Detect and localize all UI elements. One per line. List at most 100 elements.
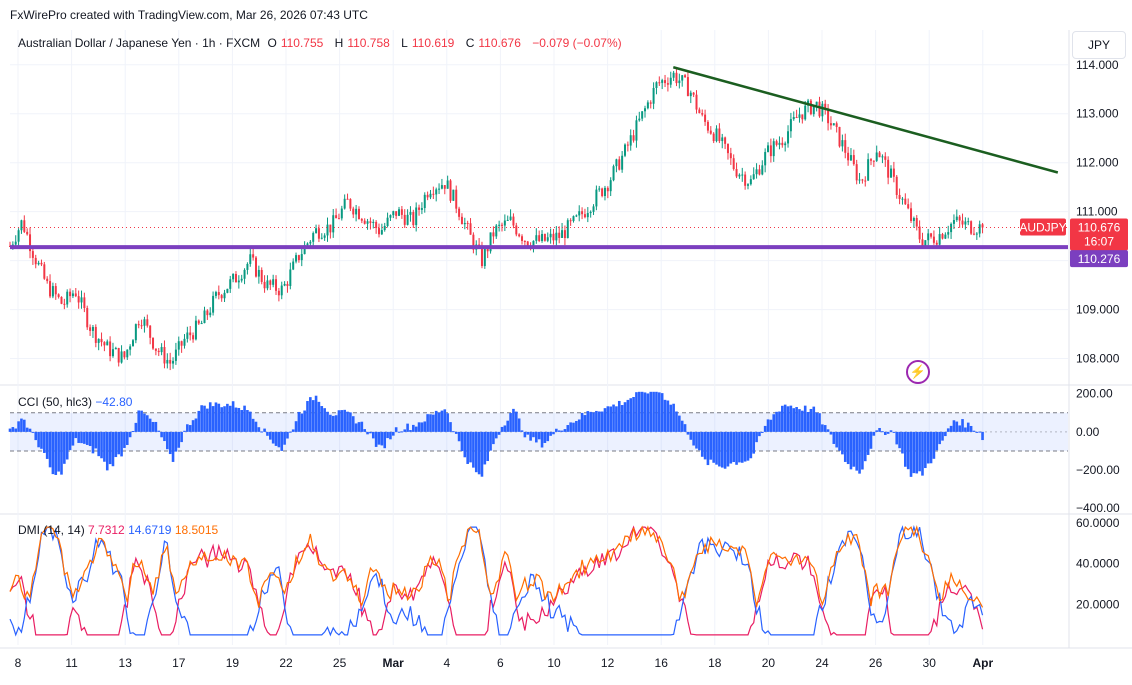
candle <box>978 224 981 234</box>
cci-bar <box>463 431 467 458</box>
time-tick-label: Apr <box>972 656 993 670</box>
cci-bar <box>740 431 744 463</box>
candle <box>869 159 872 161</box>
cci-bar <box>569 422 572 432</box>
cci-bar <box>429 414 432 432</box>
candle <box>575 215 578 217</box>
cci-bar <box>123 431 126 448</box>
cci-bar <box>160 431 163 438</box>
cci-bar <box>514 411 518 432</box>
candle <box>849 155 852 161</box>
candle <box>578 211 581 216</box>
candle <box>712 133 715 142</box>
cci-bar <box>91 431 95 454</box>
support-price-tag <box>1070 250 1128 268</box>
candle <box>49 281 52 297</box>
cci-bar <box>755 431 758 443</box>
candle <box>40 262 43 265</box>
cci-bar <box>349 412 352 432</box>
candle <box>152 337 155 349</box>
candle <box>492 232 495 237</box>
cci-bar <box>77 431 80 443</box>
candle <box>775 141 778 145</box>
candle <box>818 101 821 117</box>
candle <box>398 209 401 216</box>
candle <box>615 159 618 167</box>
time-tick-label: 26 <box>869 656 883 670</box>
cci-bar <box>843 431 847 462</box>
cci-bar <box>68 431 72 451</box>
cci-bar <box>386 431 389 439</box>
cci-bar <box>183 430 186 432</box>
cci-bar <box>71 431 75 446</box>
currency-selector[interactable]: JPY <box>1072 31 1126 59</box>
cci-bar <box>586 411 590 432</box>
cci-bar <box>563 429 567 432</box>
cci-bar <box>423 421 427 432</box>
candle <box>323 235 326 238</box>
cci-bar <box>469 431 472 463</box>
cci-bar <box>858 431 861 474</box>
candle <box>566 220 569 239</box>
cci-bar <box>143 413 146 432</box>
candle <box>472 234 475 250</box>
candle <box>666 83 669 85</box>
cci-bar <box>191 420 195 432</box>
candle <box>598 188 601 190</box>
candle <box>303 245 306 255</box>
candle <box>955 216 958 221</box>
cci-bar <box>795 407 798 432</box>
cci-bar <box>772 414 776 432</box>
cci-bar <box>615 406 618 432</box>
cci-bar <box>812 406 816 432</box>
candle <box>289 269 292 286</box>
candle <box>380 230 383 235</box>
candle <box>804 105 807 120</box>
candle <box>263 281 266 289</box>
candle <box>704 114 707 122</box>
cci-bar <box>97 431 100 457</box>
cci-bar <box>629 398 633 432</box>
cci-bar <box>380 431 384 446</box>
cci-bar <box>643 392 647 432</box>
cci-bar <box>649 391 653 432</box>
candle <box>280 285 283 296</box>
candle <box>412 212 415 226</box>
cci-bar <box>177 431 181 448</box>
candle <box>460 216 463 225</box>
cci-bar <box>280 431 284 451</box>
cci-bar <box>866 431 870 455</box>
candle <box>606 187 609 192</box>
candle <box>389 215 392 218</box>
cci-bar <box>543 431 547 443</box>
cci-bar <box>277 431 281 448</box>
time-tick-label: 11 <box>65 656 78 670</box>
candle <box>458 208 461 217</box>
candle <box>143 319 146 326</box>
cci-tick-label: 200.00 <box>1076 387 1113 401</box>
candle <box>521 236 524 241</box>
cci-bar <box>749 431 753 459</box>
candle <box>252 254 255 258</box>
candle <box>326 224 329 236</box>
cci-bar <box>140 410 143 432</box>
cci-bar <box>672 403 675 432</box>
cci-bar <box>331 415 335 432</box>
cci-bar <box>317 401 321 432</box>
candle <box>938 234 941 245</box>
candle <box>641 111 644 119</box>
cci-bar <box>738 431 741 463</box>
cci-bar <box>28 428 32 432</box>
lightning-bolt-icon[interactable]: ⚡ <box>906 360 930 384</box>
cci-bar <box>354 423 358 432</box>
cci-bar <box>48 431 52 468</box>
cci-bar <box>589 411 592 432</box>
cci-bar <box>803 405 807 432</box>
last-price-label: 110.676 <box>1078 221 1121 235</box>
cci-bar <box>460 431 464 452</box>
candle <box>543 234 546 241</box>
symbol-label[interactable]: Australian Dollar / Japanese Yen · 1h · … <box>18 36 261 50</box>
cci-bar <box>872 431 876 436</box>
candle <box>295 255 298 262</box>
